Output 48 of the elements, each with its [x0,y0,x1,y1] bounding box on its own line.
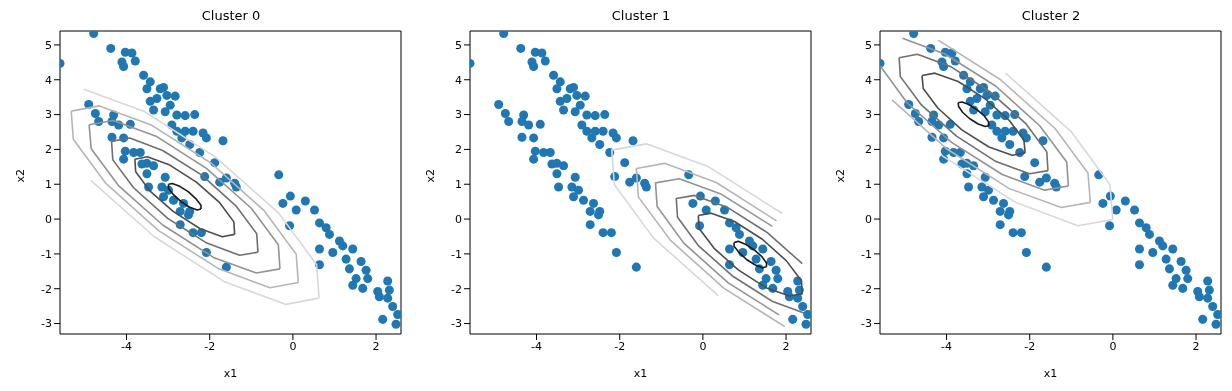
y-tick-label: -2 [861,282,872,296]
y-tick-label: 1 [865,178,872,192]
y-tick-label: 3 [865,108,872,122]
y-tick-label: -3 [41,317,52,331]
y-tick-label: -2 [41,282,52,296]
x-tick-label: 2 [372,339,380,353]
y-tick-label: 1 [455,178,462,192]
y-axis-title: x2 [833,168,847,183]
x-axis-title: x1 [223,367,238,380]
x-axis-title: x1 [1043,367,1058,380]
y-tick-label: 3 [455,108,462,122]
y-tick-label: 4 [865,73,872,87]
y-tick-label: 5 [45,38,52,52]
y-tick-label: 0 [865,212,872,226]
chart-title: Cluster 0 [200,8,262,25]
y-axis-title: x2 [423,168,437,183]
y-tick-label: -3 [861,317,872,331]
y-axis-title: x2 [13,168,27,183]
y-tick-label: 1 [45,178,52,192]
y-tick-label: 0 [455,212,462,226]
chart-title: Cluster 1 [610,8,672,25]
x-tick-label: -4 [531,339,543,353]
y-tick-label: -3 [451,317,462,331]
x-tick-label: 0 [699,339,707,353]
y-tick-label: 2 [455,143,462,157]
y-tick-label: 4 [45,73,52,87]
x-tick-label: -2 [204,339,216,353]
y-tick-label: 4 [455,73,462,87]
x-tick-label: -4 [941,339,953,353]
x-tick-label: 0 [1109,339,1117,353]
x-tick-label: -2 [614,339,626,353]
y-tick-label: -1 [41,247,52,261]
y-tick-label: 3 [45,108,52,122]
y-tick-label: 5 [455,38,462,52]
chart-title: Cluster 2 [1020,8,1082,25]
x-tick-label: 2 [782,339,790,353]
y-tick-label: 0 [45,212,52,226]
x-tick-label: -2 [1024,339,1036,353]
y-tick-label: -1 [451,247,462,261]
x-tick-label: 2 [1192,339,1200,353]
y-tick-label: 5 [865,38,872,52]
x-tick-label: -4 [121,339,133,353]
y-tick-label: 2 [45,143,52,157]
y-tick-label: -1 [861,247,872,261]
x-axis-title: x1 [633,367,648,380]
x-tick-label: 0 [289,339,297,353]
y-tick-label: -2 [451,282,462,296]
y-tick-label: 2 [865,143,872,157]
